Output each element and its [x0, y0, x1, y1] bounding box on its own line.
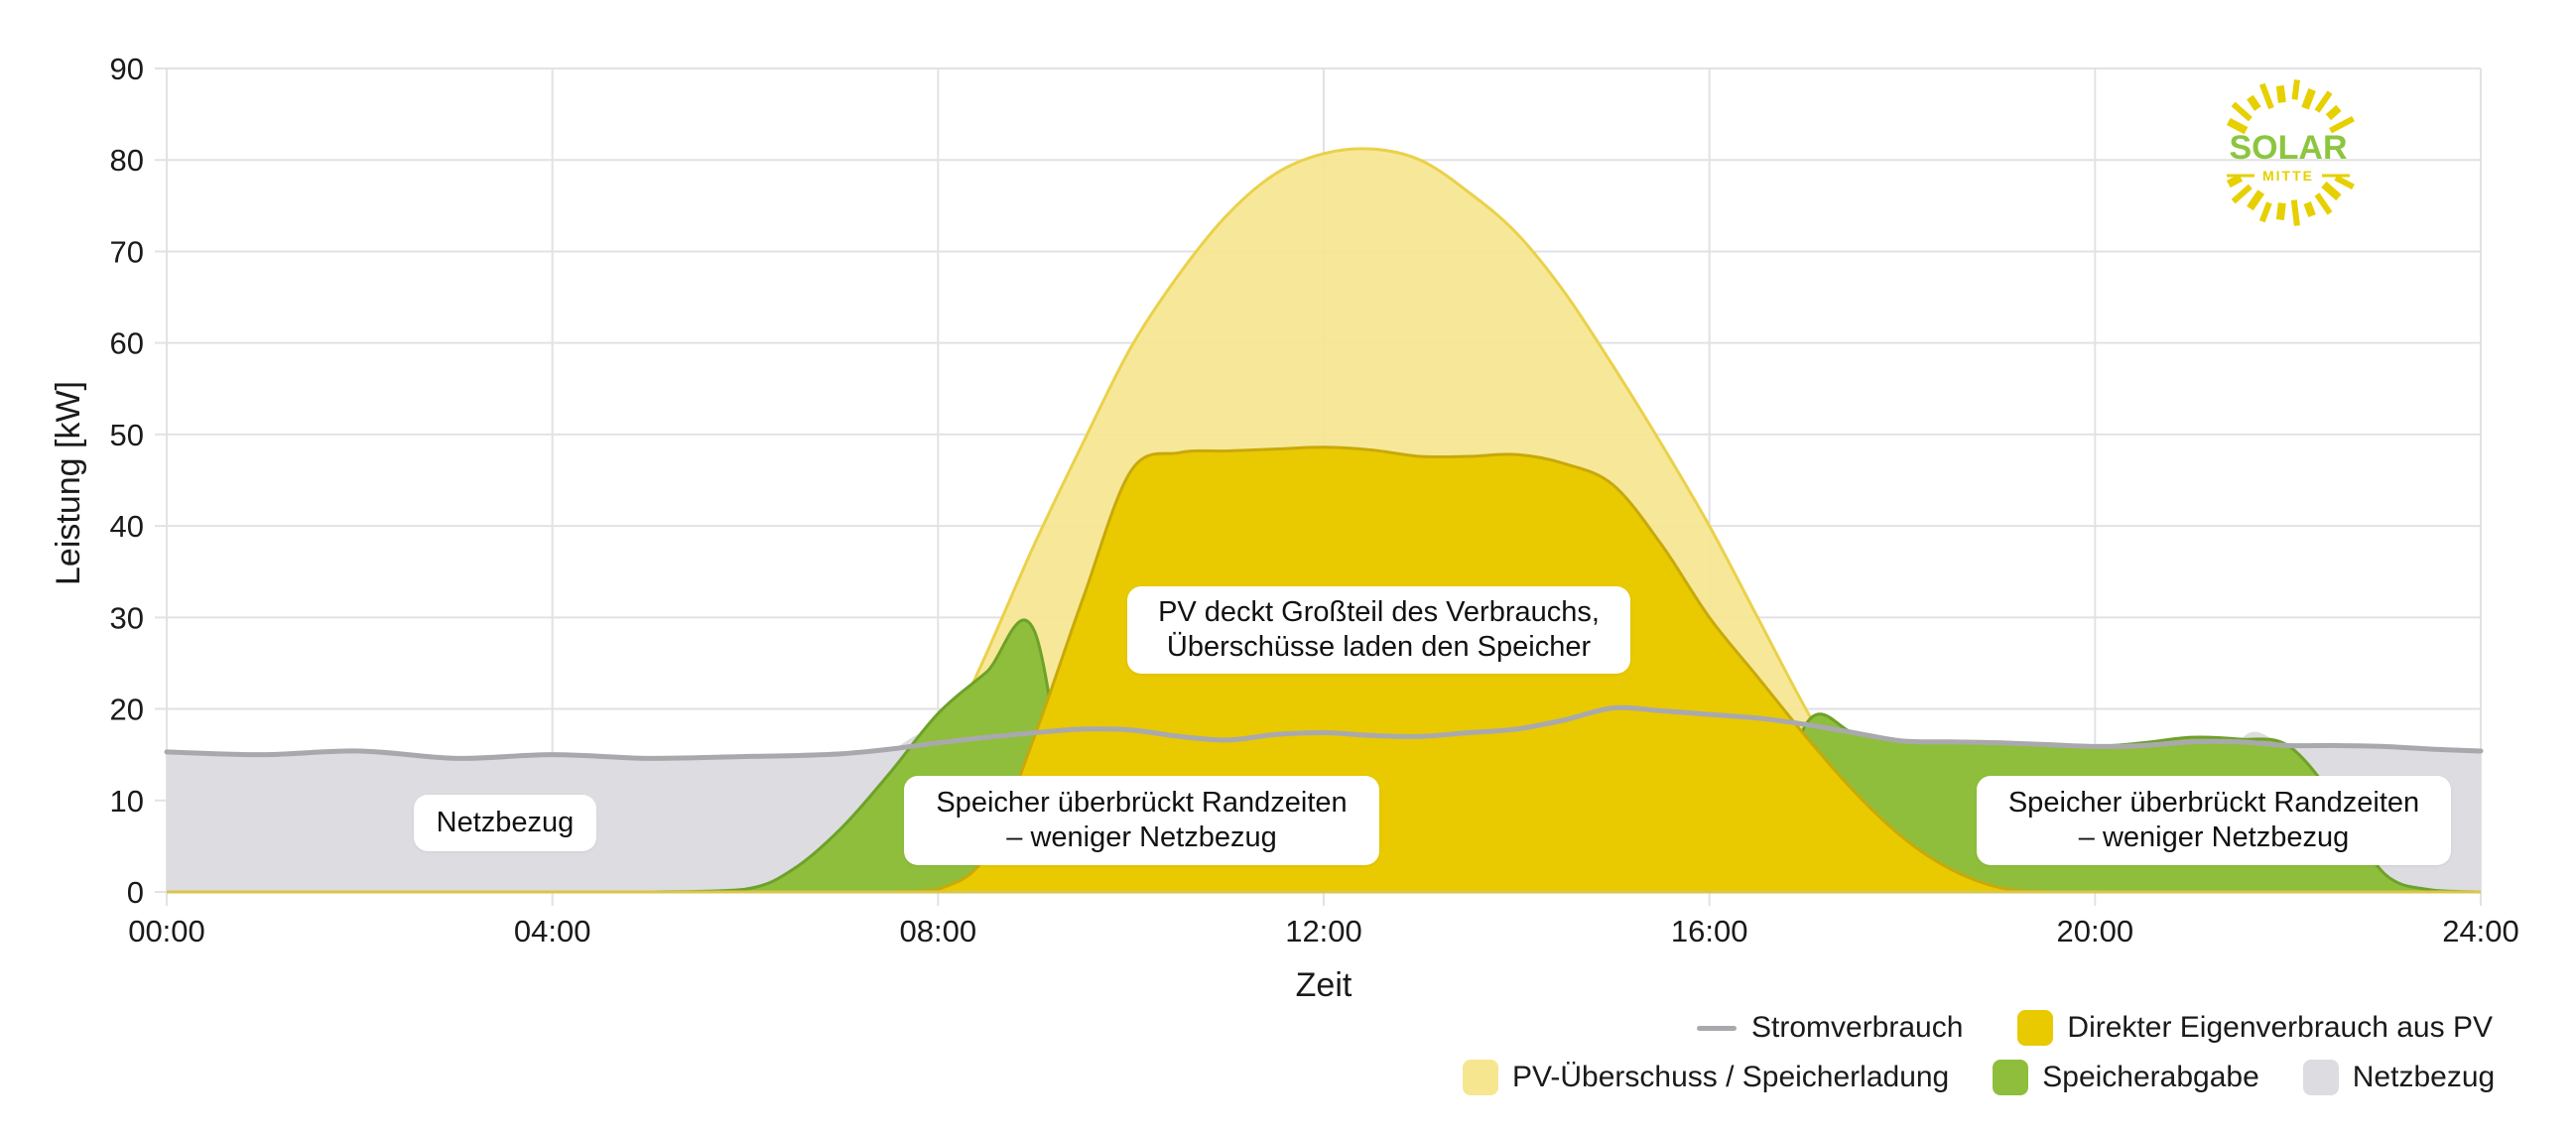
y-tick-label: 70 [110, 234, 144, 269]
annotation-grid-import: Netzbezug [414, 795, 596, 851]
color-swatch-icon [2302, 1060, 2339, 1095]
x-tick-label: 16:00 [1671, 914, 1748, 948]
x-axis-title: Zeit [1296, 966, 1352, 1004]
annotation-text: – weniger Netzbezug [1006, 821, 1277, 853]
logo-subword: MITTE [2262, 168, 2314, 184]
area-netzbezug [167, 731, 2481, 892]
y-tick-label: 10 [110, 784, 144, 819]
annotation-text: PV deckt Großteil des Verbrauchs, [1158, 596, 1600, 628]
y-axis-title: Leistung [kW] [50, 381, 87, 585]
annotation-text: Speicher überbrückt Randzeiten [2007, 787, 2420, 819]
x-tick-label: 04:00 [514, 914, 591, 948]
x-tick-label: 24:00 [2442, 914, 2519, 948]
annotation-text: Überschüsse laden den Speicher [1166, 631, 1592, 663]
line-stromverbrauch [164, 704, 2484, 761]
y-tick-label: 0 [127, 875, 144, 910]
legend-item-grid-import[interactable]: Netzbezug [2302, 1060, 2496, 1095]
y-tick-label: 90 [110, 52, 144, 86]
y-tick-label: 20 [110, 693, 144, 727]
line-swatch-icon [1697, 1025, 1737, 1031]
legend-row-2: PV-Überschuss / Speicherladung Speichera… [1463, 1060, 2495, 1095]
legend-label: PV-Überschuss / Speicherladung [1512, 1061, 1950, 1093]
legend-item-battery-discharge[interactable]: Speicherabgabe [1993, 1060, 2259, 1095]
chart-lines [164, 704, 2484, 761]
y-tick-label: 80 [110, 143, 144, 178]
x-tick-label: 20:00 [2057, 914, 2134, 948]
y-tick-label: 40 [110, 509, 144, 544]
color-swatch-icon [1993, 1060, 2029, 1095]
y-tick-label: 50 [110, 418, 144, 452]
annotation-text: – weniger Netzbezug [2078, 821, 2350, 853]
x-tick-label: 00:00 [128, 914, 205, 948]
logo-word: SOLAR [2230, 129, 2348, 167]
solar-mitte-logo: SOLAR MITTE [2209, 73, 2368, 232]
color-swatch-icon [1463, 1060, 1498, 1095]
legend-label: Direkter Eigenverbrauch aus PV [2067, 1011, 2493, 1044]
x-axis-ticks: 00:00 04:00 08:00 12:00 16:00 20:00 24:00 [128, 914, 2519, 948]
color-swatch-icon [2017, 1010, 2054, 1046]
x-tick-label: 12:00 [1285, 914, 1362, 948]
legend-item-consumption[interactable]: Stromverbrauch [1697, 1011, 1963, 1045]
legend-row-1: Stromverbrauch Direkter Eigenverbrauch a… [1697, 1010, 2493, 1046]
legend-label: Stromverbrauch [1751, 1011, 1964, 1044]
legend-label: Netzbezug [2352, 1061, 2496, 1093]
legend-item-pv-surplus[interactable]: PV-Überschuss / Speicherladung [1463, 1060, 1949, 1095]
x-tick-label: 08:00 [900, 914, 977, 948]
annotation-text: Speicher überbrückt Randzeiten [936, 787, 1348, 819]
legend-label: Speicherabgabe [2042, 1061, 2259, 1093]
y-tick-label: 60 [110, 326, 144, 361]
legend-item-direct-self-consumption[interactable]: Direkter Eigenverbrauch aus PV [2017, 1010, 2493, 1046]
sun-rays-icon: SOLAR MITTE [2226, 79, 2355, 226]
annotation-text: Netzbezug [436, 807, 575, 838]
y-axis-ticks: 0 10 20 30 40 50 60 70 80 90 [110, 52, 144, 910]
annotation-midday-pv: PV deckt Großteil des Verbrauchs, Übersc… [1127, 586, 1630, 674]
annotation-evening-storage: Speicher überbrückt Randzeiten – weniger… [1977, 776, 2451, 865]
annotation-morning-storage: Speicher überbrückt Randzeiten – weniger… [904, 776, 1379, 865]
y-tick-label: 30 [110, 600, 144, 635]
